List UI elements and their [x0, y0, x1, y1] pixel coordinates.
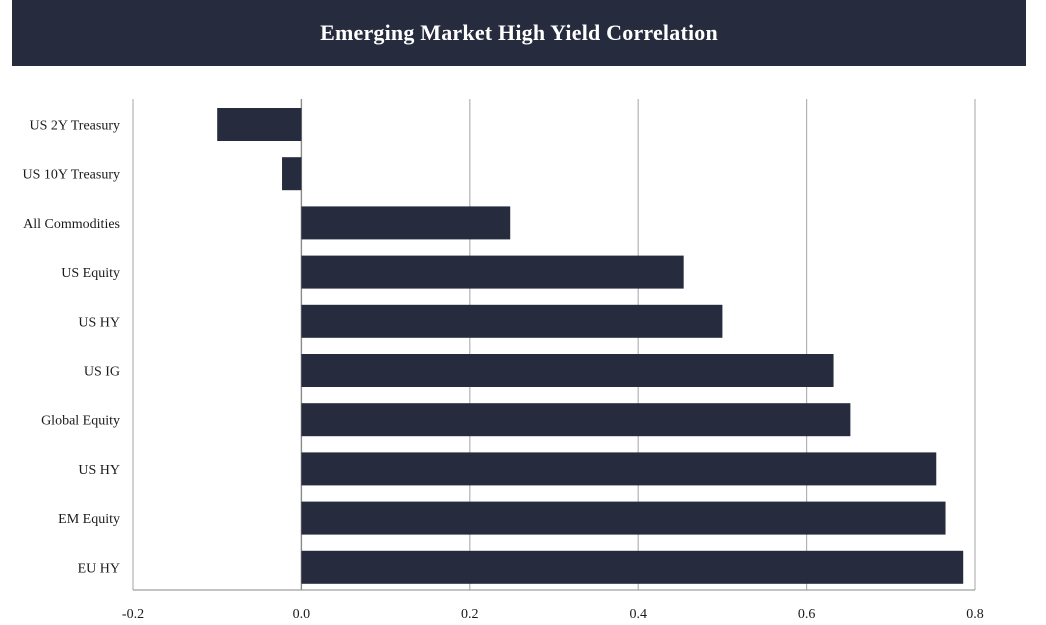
category-label: EM Equity [58, 512, 120, 527]
bar [301, 255, 684, 289]
bar [301, 501, 946, 535]
category-label: All Commodities [23, 217, 120, 232]
x-tick-label: 0.2 [461, 607, 479, 622]
category-label: Global Equity [41, 414, 120, 429]
chart-title: Emerging Market High Yield Correlation [320, 20, 718, 45]
category-label: US HY [78, 315, 120, 330]
bar [301, 550, 964, 584]
bar [301, 403, 851, 437]
x-axis-tick-labels: -0.2 0.0 0.2 0.4 0.6 0.8 [122, 607, 984, 622]
category-label: EU HY [78, 561, 120, 576]
x-tick-label: -0.2 [122, 607, 144, 622]
bar [217, 108, 302, 141]
category-label: US IG [84, 365, 120, 380]
x-tick-label: 0.8 [966, 607, 984, 622]
bar [282, 157, 302, 191]
x-tick-label: 0.0 [293, 607, 311, 622]
bar [301, 452, 937, 486]
x-tick-label: 0.4 [629, 607, 647, 622]
category-label: US HY [78, 463, 120, 478]
bar [301, 206, 511, 240]
category-label: US Equity [61, 266, 120, 281]
bar-layer [217, 108, 964, 584]
x-tick-label: 0.6 [798, 607, 816, 622]
category-label: US 10Y Treasury [23, 168, 121, 183]
category-label: US 2Y Treasury [30, 119, 121, 134]
chart-title-bar: Emerging Market High Yield Correlation [12, 0, 1026, 66]
category-labels: US 2Y Treasury US 10Y Treasury All Commodi… [23, 119, 121, 577]
bar [301, 354, 834, 387]
bar [301, 304, 723, 338]
